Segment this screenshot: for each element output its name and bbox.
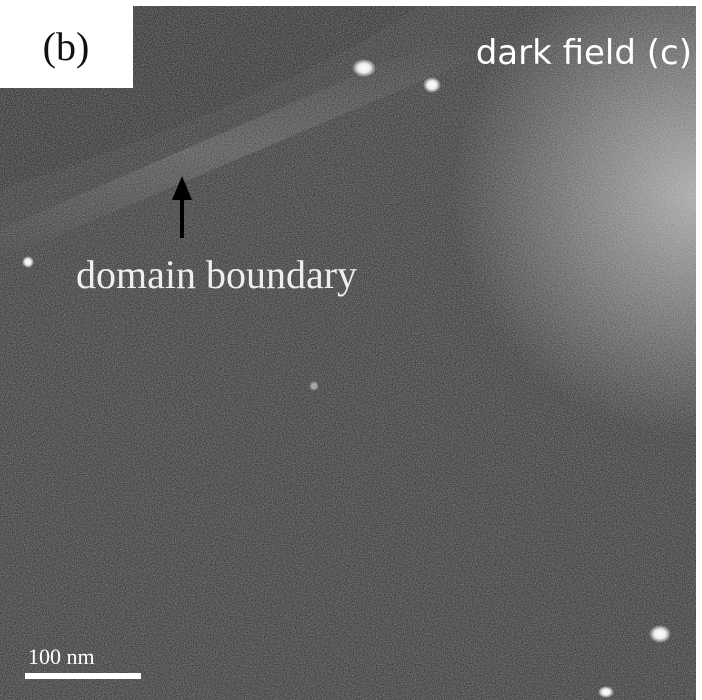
image-noise bbox=[0, 6, 696, 700]
scale-bar bbox=[25, 673, 141, 679]
bright-spot bbox=[649, 625, 671, 643]
bright-spot bbox=[352, 59, 376, 77]
mode-label: dark field (c) bbox=[476, 33, 692, 73]
faint-spot bbox=[309, 381, 319, 391]
scale-bar-label: 100 nm bbox=[28, 644, 95, 669]
bright-spot bbox=[598, 686, 614, 698]
bright-spot bbox=[423, 77, 441, 93]
bright-spot bbox=[22, 256, 34, 268]
annotation: domain boundary bbox=[76, 252, 357, 297]
micrograph: (b) dark field (c) domain boundary 100 n… bbox=[0, 0, 702, 700]
panel-label: (b) bbox=[43, 24, 90, 69]
